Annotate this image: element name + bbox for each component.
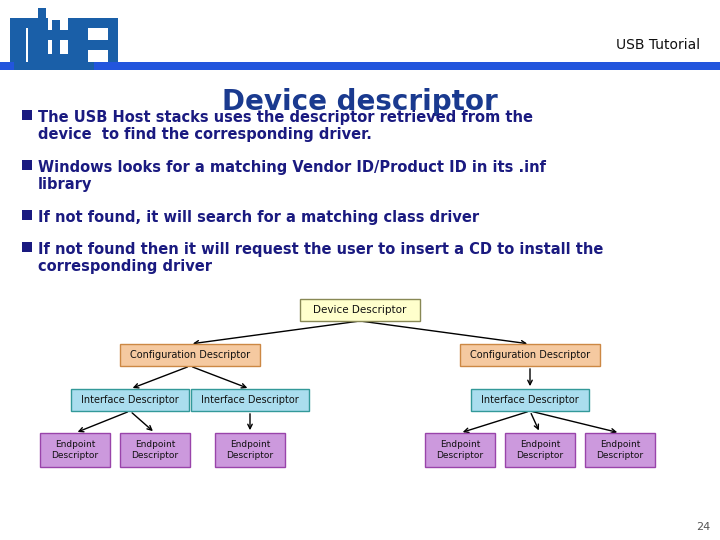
FancyBboxPatch shape [460, 344, 600, 366]
Text: Interface Descriptor: Interface Descriptor [201, 395, 299, 405]
Bar [0, 62, 720, 70]
Bar [68, 18, 78, 62]
Text: Device descriptor: Device descriptor [222, 88, 498, 116]
Bar [28, 18, 38, 62]
FancyBboxPatch shape [425, 433, 495, 467]
FancyBboxPatch shape [471, 389, 589, 411]
Text: USB Tutorial: USB Tutorial [616, 38, 700, 52]
Bar [88, 40, 110, 50]
FancyBboxPatch shape [215, 433, 285, 467]
Bar [108, 18, 118, 62]
Bar [0, 0, 720, 68]
Bar [14, 62, 94, 70]
FancyBboxPatch shape [120, 433, 190, 467]
Text: If not found, it will search for a matching class driver: If not found, it will search for a match… [38, 210, 479, 225]
FancyBboxPatch shape [191, 389, 309, 411]
Text: Endpoint
Descriptor: Endpoint Descriptor [51, 440, 99, 460]
FancyBboxPatch shape [585, 433, 655, 467]
Bar [22, 242, 32, 252]
Bar [22, 210, 32, 220]
Text: Configuration Descriptor: Configuration Descriptor [130, 350, 250, 360]
FancyBboxPatch shape [120, 344, 260, 366]
Bar [22, 110, 32, 120]
Bar [20, 18, 28, 28]
Bar [38, 8, 46, 63]
Text: 24: 24 [696, 522, 710, 532]
Bar [52, 20, 60, 62]
Bar [78, 18, 88, 62]
Bar [38, 18, 48, 62]
Text: Endpoint
Descriptor: Endpoint Descriptor [516, 440, 564, 460]
Text: Endpoint
Descriptor: Endpoint Descriptor [132, 440, 179, 460]
Text: Configuration Descriptor: Configuration Descriptor [470, 350, 590, 360]
FancyBboxPatch shape [300, 299, 420, 321]
FancyBboxPatch shape [71, 389, 189, 411]
Bar [18, 20, 26, 62]
Text: Windows looks for a matching Vendor ID/Product ID in its .inf
library: Windows looks for a matching Vendor ID/P… [38, 160, 546, 192]
Bar [22, 160, 32, 170]
Text: If not found then it will request the user to insert a CD to install the
corresp: If not found then it will request the us… [38, 242, 603, 274]
Bar [10, 18, 20, 62]
FancyBboxPatch shape [40, 433, 110, 467]
Text: Endpoint
Descriptor: Endpoint Descriptor [226, 440, 274, 460]
Bar [38, 54, 80, 62]
Bar [38, 30, 70, 40]
Text: Endpoint
Descriptor: Endpoint Descriptor [436, 440, 484, 460]
Bar [88, 18, 110, 28]
Text: The USB Host stacks uses the descriptor retrieved from the
device  to find the c: The USB Host stacks uses the descriptor … [38, 110, 533, 143]
Text: Interface Descriptor: Interface Descriptor [81, 395, 179, 405]
Text: Endpoint
Descriptor: Endpoint Descriptor [596, 440, 644, 460]
FancyBboxPatch shape [505, 433, 575, 467]
Text: Device Descriptor: Device Descriptor [313, 305, 407, 315]
Text: Interface Descriptor: Interface Descriptor [481, 395, 579, 405]
